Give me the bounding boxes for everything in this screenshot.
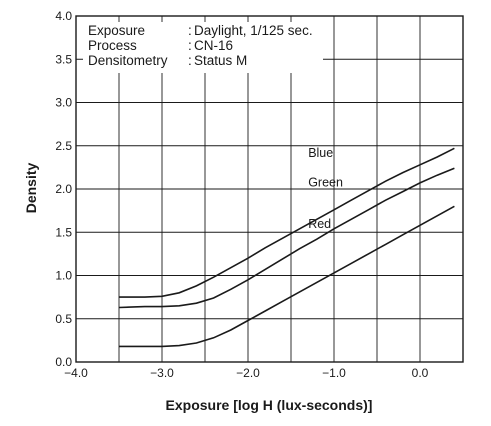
annotation-value: Status M [194,53,247,68]
curves [118,147,455,348]
series-label-red: Red [308,217,331,231]
y-tick-label: 0.5 [55,312,72,326]
annotation-value: CN-16 [194,38,233,53]
annotation-value: Daylight, 1/125 sec. [194,23,313,38]
annotation-separator: : [188,38,192,53]
y-tick-label: 1.5 [55,225,72,239]
x-tick-label: −1.0 [322,366,346,380]
annotation-key: Densitometry [88,53,168,68]
annotation-separator: : [188,23,192,38]
series-label-blue: Blue [308,146,333,160]
annotation-background [83,22,323,73]
y-tick-label: 4.0 [55,9,72,23]
annotation-key: Process [88,38,137,53]
tick-labels: 0.0 0.5 1.0 1.5 2.0 2.5 3.0 3.5 4.0 −4.0 −3.0 −2.0 −… [55,9,428,380]
series-label-green: Green [308,175,343,189]
y-tick-label: 1.0 [55,269,72,283]
plot-frame [75,15,464,363]
curve-blue [119,147,455,298]
y-axis-title: Density [23,163,39,214]
x-tick-label: −4.0 [64,366,88,380]
annotation-key: Exposure [88,23,145,38]
exposure-conditions-box: Exposure: Daylight, 1/125 sec. Process: CN-… [83,22,323,73]
y-tick-label: 3.0 [55,96,72,110]
y-tick-label: 2.0 [55,182,72,196]
curve-red [119,205,455,348]
curve-green [118,167,455,309]
y-tick-label: 3.5 [55,52,72,66]
x-tick-label: −2.0 [236,366,260,380]
x-axis-title: Exposure [log H (lux-seconds)] [166,397,373,413]
grid [76,16,463,362]
series-labels: Blue Green Red [308,146,343,231]
x-tick-label: −3.0 [150,366,174,380]
y-tick-label: 0.0 [55,355,72,369]
annotation-separator: : [188,53,192,68]
x-tick-label: 0.0 [412,366,429,380]
y-tick-label: 2.5 [55,139,72,153]
